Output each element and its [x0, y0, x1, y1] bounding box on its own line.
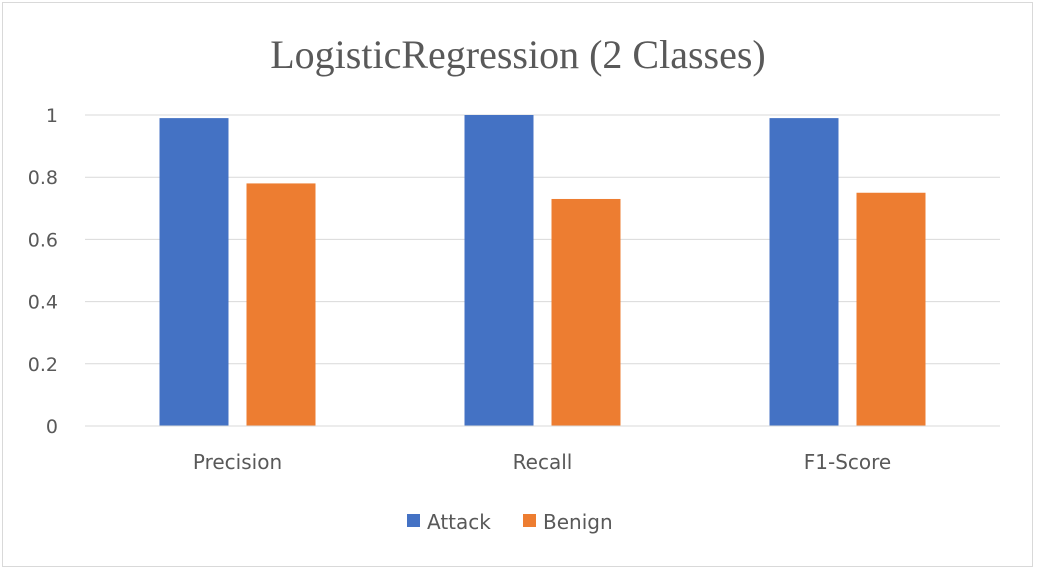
- x-category-label: Recall: [513, 450, 573, 474]
- y-tick-label: 0: [46, 416, 58, 438]
- legend-swatch-attack: [407, 514, 420, 527]
- y-axis-tick-labels: 0 0.2 0.4 0.6 0.8 1: [28, 105, 58, 438]
- bar-attack-f1-score: [769, 118, 839, 427]
- legend-label-benign: Benign: [543, 510, 613, 534]
- y-tick-label: 0.4: [28, 292, 58, 314]
- bar-benign-recall: [551, 198, 621, 426]
- y-tick-label: 0.6: [28, 229, 58, 251]
- y-tick-label: 0.2: [28, 354, 58, 376]
- bar-benign-precision: [246, 183, 316, 426]
- x-category-label: Precision: [193, 450, 282, 474]
- x-axis-category-labels: Precision Recall F1-Score: [193, 450, 891, 474]
- bars: [159, 115, 926, 427]
- chart-title: LogisticRegression (2 Classes): [270, 32, 766, 77]
- legend: Attack Benign: [407, 510, 613, 534]
- gridlines: [85, 114, 1000, 365]
- bar-attack-recall: [464, 115, 534, 426]
- legend-label-attack: Attack: [427, 510, 491, 534]
- y-tick-label: 0.8: [28, 167, 58, 189]
- legend-swatch-benign: [523, 514, 536, 527]
- bar-benign-f1-score: [856, 192, 926, 426]
- bar-attack-precision: [159, 118, 229, 427]
- x-category-label: F1-Score: [804, 450, 891, 474]
- y-tick-label: 1: [46, 105, 58, 127]
